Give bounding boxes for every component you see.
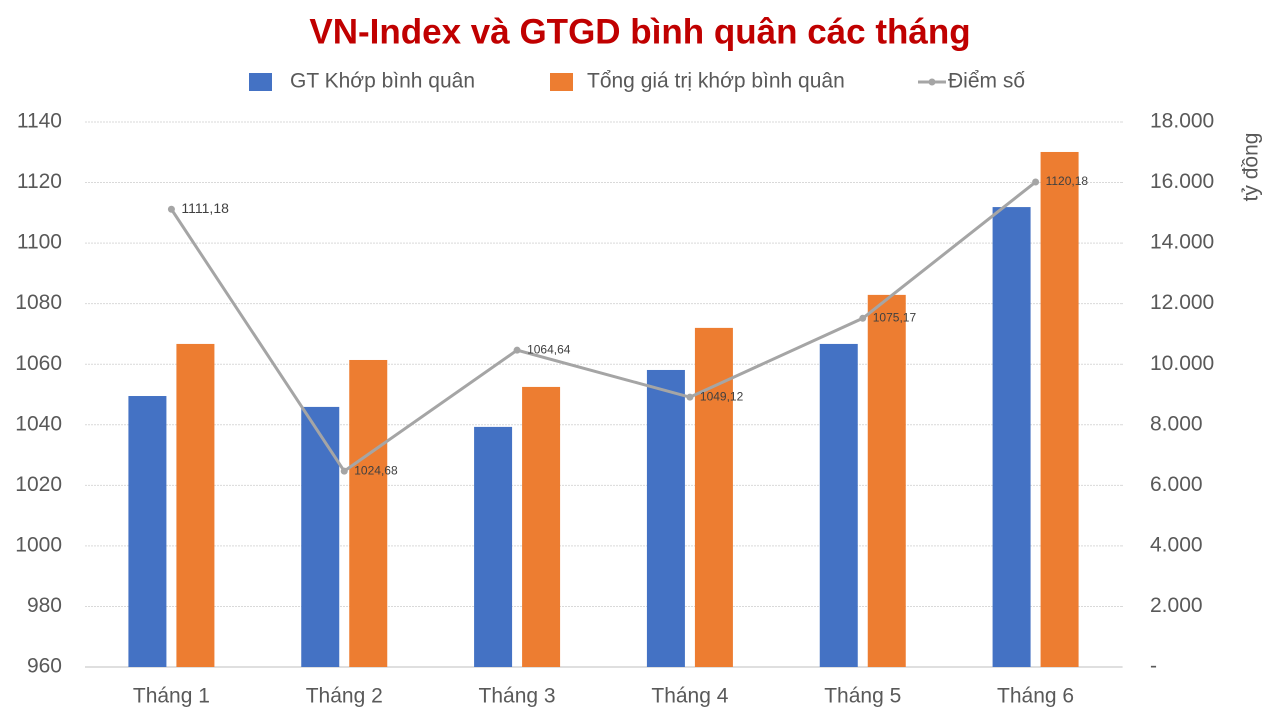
line-marker <box>859 314 867 322</box>
line-marker <box>340 467 348 475</box>
y2-tick-label: 2.000 <box>1150 594 1203 617</box>
line-marker <box>513 346 521 354</box>
bar <box>819 343 858 667</box>
data-label: 1049,12 <box>700 389 744 403</box>
bar <box>301 406 340 667</box>
data-label: 1075,17 <box>873 310 917 324</box>
y2-tick-label: 6.000 <box>1150 473 1203 496</box>
y-tick-label: 1020 <box>15 473 62 496</box>
legend-swatch <box>928 78 936 86</box>
y-tick-label: 960 <box>27 655 62 678</box>
y2-tick-label: 14.000 <box>1150 231 1214 254</box>
bar <box>176 343 215 667</box>
bar <box>646 369 685 667</box>
x-tick-label: Tháng 5 <box>824 685 901 708</box>
y2-tick-label: 12.000 <box>1150 291 1214 314</box>
y-tick-label: 1140 <box>17 110 62 133</box>
legend-label: GT Khớp bình quân <box>290 70 475 93</box>
y2-axis-label: tỷ đồng <box>1240 133 1263 202</box>
y2-tick-label: 10.000 <box>1150 352 1214 375</box>
legend-swatch <box>249 73 272 91</box>
y2-tick-label: 8.000 <box>1150 412 1203 435</box>
x-tick-label: Tháng 1 <box>133 685 210 708</box>
legend-label: Điểm số <box>948 70 1025 93</box>
data-label: 1111,18 <box>181 200 229 216</box>
y-tick-label: 1060 <box>15 352 62 375</box>
y2-tick-label: 18.000 <box>1150 110 1214 133</box>
chart-title: VN-Index và GTGD bình quân các tháng <box>309 12 970 51</box>
line <box>170 180 1037 474</box>
bar <box>349 359 388 667</box>
line-marker <box>1032 178 1040 186</box>
y-tick-label: 1040 <box>15 412 62 435</box>
bar <box>474 426 513 667</box>
data-label: 1120,18 <box>1046 174 1089 188</box>
line-marker <box>686 393 694 401</box>
y-tick-label: 1080 <box>15 291 62 314</box>
legend-label: Tổng giá trị khớp bình quân <box>587 70 845 93</box>
y2-tick-label: - <box>1150 655 1157 678</box>
y2-tick-label: 16.000 <box>1150 170 1214 193</box>
data-label: 1024,68 <box>354 463 398 477</box>
bar <box>694 327 733 667</box>
x-tick-label: Tháng 4 <box>651 685 728 708</box>
legend-swatch <box>550 73 573 91</box>
bar <box>867 294 906 667</box>
y-tick-label: 980 <box>27 594 62 617</box>
y2-tick-label: 4.000 <box>1150 533 1203 556</box>
bar <box>992 207 1031 667</box>
x-tick-label: Tháng 3 <box>479 685 556 708</box>
data-label: 1064,64 <box>527 342 571 356</box>
y-tick-label: 1100 <box>17 231 62 254</box>
bar <box>128 396 167 667</box>
x-tick-label: Tháng 6 <box>997 685 1074 708</box>
bar <box>1040 151 1079 668</box>
x-tick-label: Tháng 2 <box>306 685 383 708</box>
bar <box>522 386 561 667</box>
y-tick-label: 1000 <box>15 533 62 556</box>
line-marker <box>167 205 175 213</box>
y-tick-label: 1120 <box>17 170 62 193</box>
